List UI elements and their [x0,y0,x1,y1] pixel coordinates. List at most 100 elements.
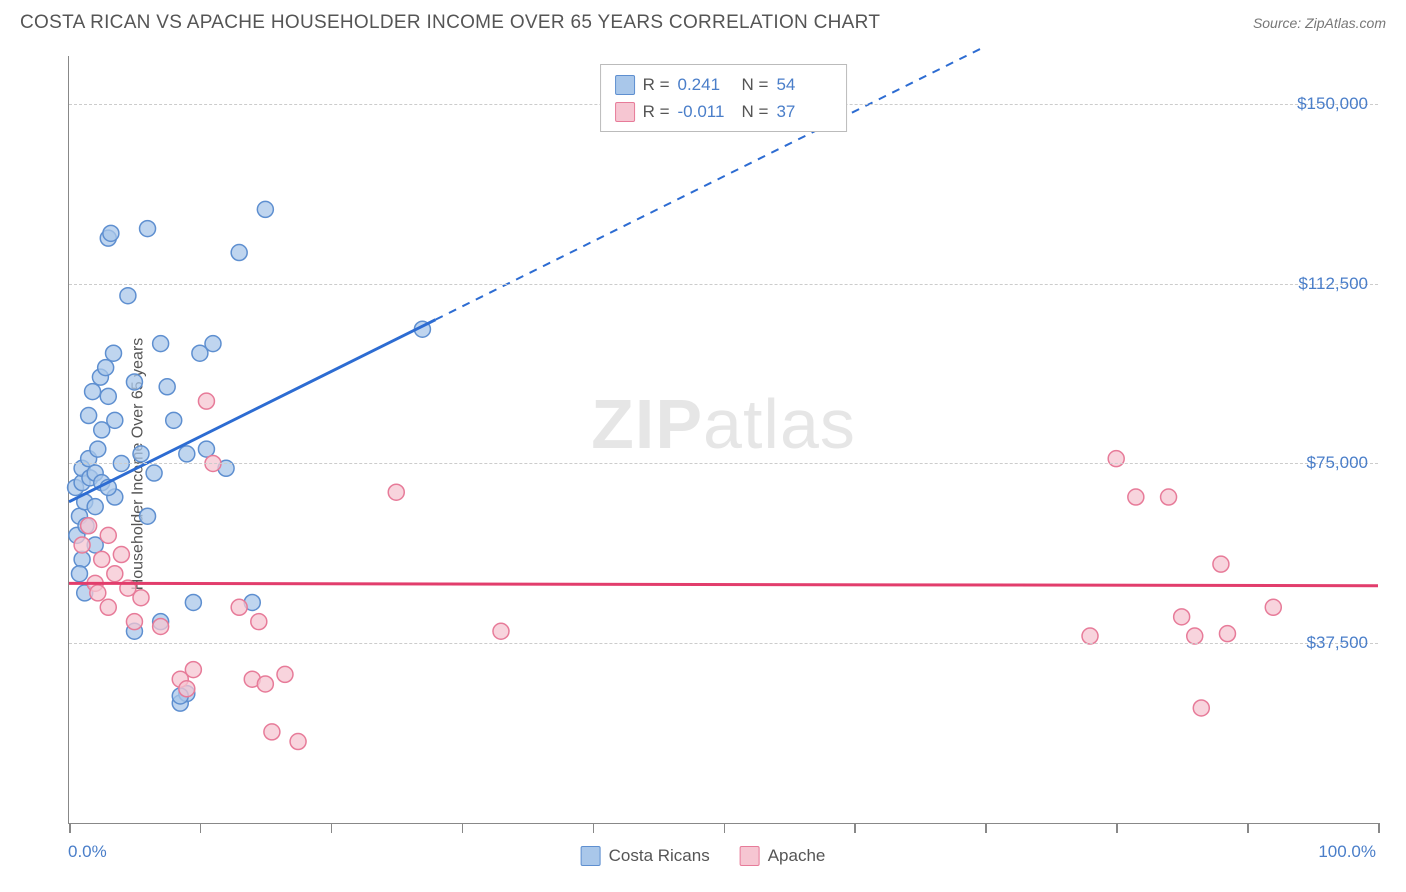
point-apache [277,666,293,682]
legend-label-apache: Apache [768,846,826,866]
r-value-costa-ricans: 0.241 [678,71,734,98]
r-value-apache: -0.011 [678,98,734,125]
n-value-costa-ricans: 54 [776,71,832,98]
point-costa-ricans [185,594,201,610]
legend-item-apache: Apache [740,846,826,866]
point-costa-ricans [87,499,103,515]
y-tick-label: $37,500 [1307,633,1368,653]
correlation-legend: R = 0.241 N = 54 R = -0.011 N = 37 [600,64,848,132]
gridline [69,463,1378,464]
point-costa-ricans [146,465,162,481]
point-costa-ricans [140,221,156,237]
point-costa-ricans [205,336,221,352]
point-costa-ricans [81,408,97,424]
r-label: R = [643,98,670,125]
trend-line [69,320,436,502]
point-costa-ricans [74,551,90,567]
point-apache [90,585,106,601]
legend-label-costa-ricans: Costa Ricans [609,846,710,866]
point-costa-ricans [153,336,169,352]
swatch-apache [615,102,635,122]
x-tick [985,823,987,833]
gridline [69,643,1378,644]
chart-title: COSTA RICAN VS APACHE HOUSEHOLDER INCOME… [20,12,880,34]
legend-item-costa-ricans: Costa Ricans [581,846,710,866]
x-tick [69,823,71,833]
point-apache [179,681,195,697]
series-legend: Costa Ricans Apache [581,846,826,866]
point-apache [185,662,201,678]
scatter-svg [69,56,1378,823]
x-tick [331,823,333,833]
point-apache [1187,628,1203,644]
point-costa-ricans [198,441,214,457]
point-apache [126,614,142,630]
point-apache [493,623,509,639]
x-tick [1247,823,1249,833]
point-costa-ricans [179,446,195,462]
y-tick-label: $75,000 [1307,453,1368,473]
point-apache [100,599,116,615]
point-apache [290,734,306,750]
point-apache [1082,628,1098,644]
legend-swatch-costa-ricans [581,846,601,866]
n-label: N = [742,71,769,98]
x-axis-max-label: 100.0% [1318,842,1376,862]
y-tick-label: $150,000 [1297,94,1368,114]
point-apache [1161,489,1177,505]
x-axis-min-label: 0.0% [68,842,107,862]
point-costa-ricans [159,379,175,395]
chart-container: Householder Income Over 65 years R = 0.2… [20,48,1386,880]
x-tick [1378,823,1380,833]
point-costa-ricans [85,384,101,400]
point-apache [133,590,149,606]
point-costa-ricans [133,446,149,462]
point-apache [1193,700,1209,716]
point-apache [100,527,116,543]
point-apache [1265,599,1281,615]
point-costa-ricans [140,508,156,524]
point-apache [264,724,280,740]
point-costa-ricans [103,225,119,241]
correlation-row-costa-ricans: R = 0.241 N = 54 [615,71,833,98]
point-apache [231,599,247,615]
source-label: Source: [1253,15,1301,31]
plot-area: R = 0.241 N = 54 R = -0.011 N = 37 ZIPat… [68,56,1378,824]
legend-swatch-apache [740,846,760,866]
point-apache [107,566,123,582]
point-costa-ricans [100,388,116,404]
point-apache [257,676,273,692]
x-tick [200,823,202,833]
point-apache [74,537,90,553]
trend-line [69,583,1378,585]
y-tick-label: $112,500 [1298,274,1368,294]
point-costa-ricans [257,201,273,217]
n-value-apache: 37 [776,98,832,125]
point-costa-ricans [231,245,247,261]
point-costa-ricans [71,566,87,582]
point-costa-ricans [107,412,123,428]
point-apache [198,393,214,409]
x-tick [1116,823,1118,833]
point-costa-ricans [98,360,114,376]
x-tick [593,823,595,833]
point-apache [81,518,97,534]
point-apache [1219,626,1235,642]
point-apache [1213,556,1229,572]
source-name: ZipAtlas.com [1305,15,1386,31]
point-apache [388,484,404,500]
point-costa-ricans [106,345,122,361]
n-label: N = [742,98,769,125]
point-apache [113,547,129,563]
point-apache [1128,489,1144,505]
x-tick [854,823,856,833]
x-tick [462,823,464,833]
correlation-row-apache: R = -0.011 N = 37 [615,98,833,125]
point-costa-ricans [166,412,182,428]
point-costa-ricans [120,288,136,304]
source-attribution: Source: ZipAtlas.com [1253,15,1386,31]
gridline [69,284,1378,285]
r-label: R = [643,71,670,98]
point-costa-ricans [126,374,142,390]
point-apache [1174,609,1190,625]
